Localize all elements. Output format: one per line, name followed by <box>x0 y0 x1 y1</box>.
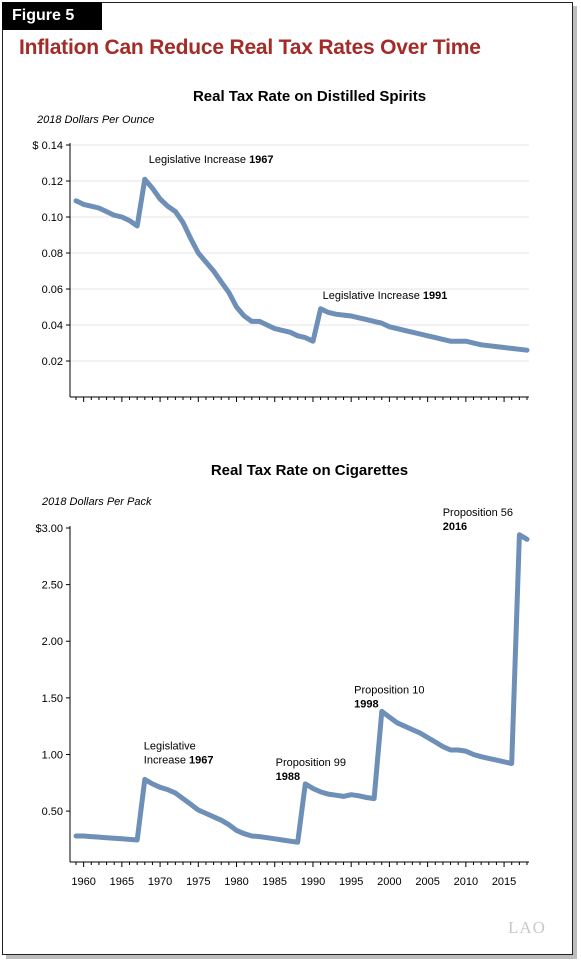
x-tick-label: 1960 <box>71 876 95 888</box>
figure-frame <box>2 2 573 955</box>
figure-label: Figure 5 <box>2 2 102 30</box>
y-tick-label: 0.50 <box>42 806 63 818</box>
x-tick-label: 1970 <box>148 407 172 408</box>
spirits-chart: Real Tax Rate on Distilled Spirits 2018 D… <box>32 88 530 408</box>
annotation: Increase 1967 <box>144 754 214 766</box>
unit-label: 2018 Dollars Per Pack <box>41 496 152 508</box>
annotation: Proposition 10 <box>354 684 424 696</box>
y-tick-label: $ 0.14 <box>32 140 63 152</box>
annotation-year: 1988 <box>276 771 300 783</box>
x-tick-label: 2015 <box>492 407 516 408</box>
annotation-year: 1991 <box>423 290 447 302</box>
x-tick-label: 1990 <box>301 407 325 408</box>
annotation: Proposition 99 <box>276 757 346 769</box>
x-tick-label: 1965 <box>110 876 134 888</box>
x-tick-label: 1960 <box>71 407 95 408</box>
x-tick-label: 1980 <box>224 876 248 888</box>
y-tick-label: 0.08 <box>42 248 63 260</box>
x-tick-label: 1995 <box>339 876 363 888</box>
x-tick-label: 1985 <box>263 407 287 408</box>
annotation-year: 1967 <box>249 154 273 166</box>
series-line <box>73 176 530 353</box>
y-tick-label: 1.00 <box>42 749 63 761</box>
y-tick-label: 0.10 <box>42 212 63 224</box>
y-tick-label: 0.02 <box>42 356 63 368</box>
x-tick-label: 2010 <box>454 876 478 888</box>
annotation: Legislative Increase 1967 <box>149 154 274 166</box>
x-tick-label: 2000 <box>377 407 401 408</box>
x-tick-label: 2015 <box>492 876 516 888</box>
unit-label: 2018 Dollars Per Ounce <box>36 114 154 126</box>
x-tick-label: 1970 <box>148 876 172 888</box>
series-line <box>73 532 530 845</box>
x-tick-label: 1980 <box>224 407 248 408</box>
y-tick-label: 0.12 <box>42 176 63 188</box>
x-tick-label: 2005 <box>415 876 439 888</box>
annotation: Legislative <box>144 740 196 752</box>
x-tick-label: 1975 <box>186 876 210 888</box>
figure-title: Inflation Can Reduce Real Tax Rates Over… <box>19 36 481 59</box>
x-tick-label: 1990 <box>301 876 325 888</box>
x-tick-label: 2000 <box>377 876 401 888</box>
lao-logo: LAO <box>508 918 546 937</box>
annotation: Proposition 56 <box>443 507 513 519</box>
y-tick-label: $3.00 <box>35 523 63 535</box>
y-tick-label: 2.50 <box>42 580 63 592</box>
x-tick-label: 1975 <box>186 407 210 408</box>
chart-title: Real Tax Rate on Distilled Spirits <box>193 88 426 105</box>
x-tick-label: 2005 <box>415 407 439 408</box>
y-tick-label: 0.06 <box>42 284 63 296</box>
x-tick-label: 1995 <box>339 407 363 408</box>
x-tick-label: 2010 <box>454 407 478 408</box>
x-tick-label: 1965 <box>110 407 134 408</box>
y-tick-label: 1.50 <box>42 693 63 705</box>
annotation-year: 2016 <box>443 521 467 533</box>
y-tick-label: 0.04 <box>42 320 63 332</box>
chart-title: Real Tax Rate on Cigarettes <box>211 462 408 479</box>
cigarettes-chart: Real Tax Rate on Cigarettes 2018 Dollars … <box>35 462 530 888</box>
annotation: Legislative Increase 1991 <box>323 290 448 302</box>
x-tick-label: 1985 <box>263 876 287 888</box>
annotation-year: 1967 <box>189 754 213 766</box>
y-tick-label: 2.00 <box>42 636 63 648</box>
annotation-year: 1998 <box>354 698 378 710</box>
